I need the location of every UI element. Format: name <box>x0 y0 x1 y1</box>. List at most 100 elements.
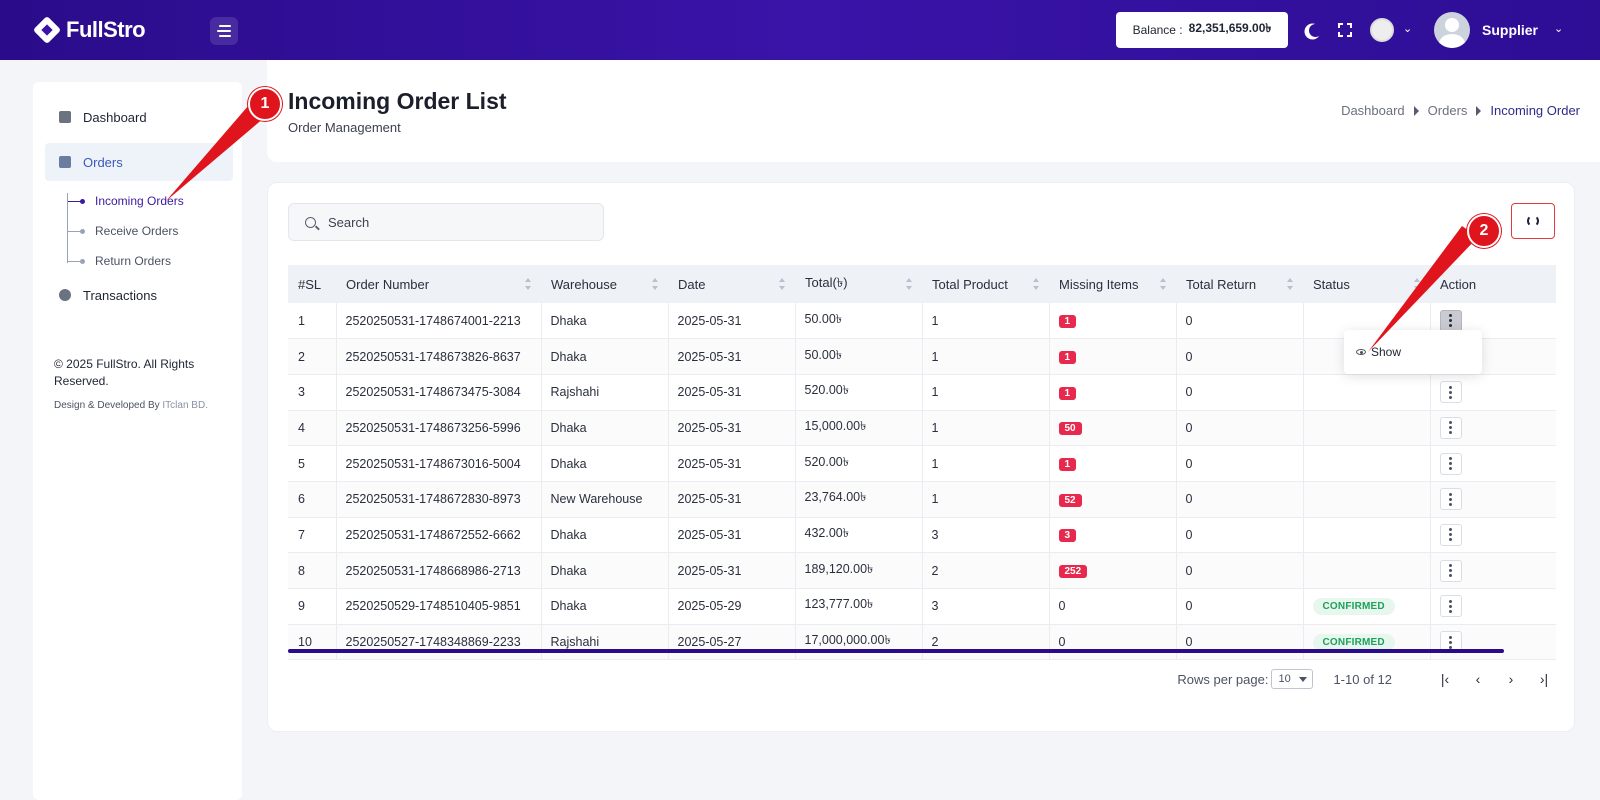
breadcrumb-dashboard[interactable]: Dashboard <box>1341 103 1405 118</box>
date-cell: 2025-05-31 <box>667 374 795 411</box>
total-return-cell-text: 0 <box>1185 599 1193 614</box>
total-cell: 123,777.00৳ <box>794 588 922 625</box>
sidebar-item-transactions[interactable]: Transactions <box>45 276 233 314</box>
last-page-icon[interactable]: ›| <box>1539 671 1549 687</box>
sort-icon[interactable] <box>1033 278 1039 290</box>
total-return-cell: 0 <box>1175 624 1303 661</box>
table-row: 6 2520250531-1748672830-8973 New Warehouse… <box>288 481 1556 518</box>
horizontal-scrollbar[interactable] <box>288 649 1504 653</box>
missing-items-cell: 3 <box>1048 517 1176 554</box>
warehouse-cell: New Warehouse <box>540 481 668 518</box>
sort-icon[interactable] <box>1160 278 1166 290</box>
user-name[interactable]: Supplier <box>1482 22 1539 38</box>
sort-icon[interactable] <box>779 278 785 290</box>
logo[interactable]: FullStro <box>32 15 146 45</box>
refresh-button[interactable] <box>1511 203 1555 239</box>
prev-page-icon[interactable]: ‹ <box>1475 671 1481 687</box>
search-input[interactable] <box>328 214 578 230</box>
column-header[interactable]: Total Product <box>922 265 1049 303</box>
menu-icon[interactable] <box>210 17 238 45</box>
more-actions-icon[interactable] <box>1439 559 1462 582</box>
fullscreen-icon[interactable] <box>1335 20 1355 40</box>
sidebar-item-orders[interactable]: Orders <box>45 143 233 181</box>
date-cell: 2025-05-31 <box>667 338 795 375</box>
rows-per-page-select[interactable]: 10 <box>1271 669 1314 689</box>
column-header[interactable]: Action <box>1430 265 1556 303</box>
logo-mark-icon <box>32 15 62 45</box>
sort-icon[interactable] <box>652 278 658 290</box>
sidebar-subitem-return-orders[interactable]: Return Orders <box>67 251 171 271</box>
top-bar: FullStro Balance : 82,351,659.00৳ ⌄ Supp… <box>0 0 1600 60</box>
action-cell <box>1429 374 1556 411</box>
logo-text: FullStro <box>66 17 146 42</box>
warehouse-cell-text: Dhaka <box>550 456 587 471</box>
sl-cell-text: 1 <box>298 313 305 328</box>
total-product-cell-text: 3 <box>931 599 939 614</box>
avatar[interactable] <box>1434 12 1470 48</box>
credits-brand-link[interactable]: ITclan BD. <box>162 400 208 411</box>
balance-label: Balance : <box>1132 23 1183 37</box>
language-flag-icon[interactable] <box>1370 18 1394 42</box>
warehouse-cell: Dhaka <box>540 410 668 447</box>
column-header[interactable]: #SL <box>288 265 336 303</box>
order-number-cell-text: 2520250531-1748673475-3084 <box>345 385 521 400</box>
missing-items-badge: 52 <box>1058 493 1082 507</box>
sort-icon[interactable] <box>1287 278 1293 290</box>
more-actions-icon[interactable] <box>1439 452 1462 475</box>
warehouse-cell: Dhaka <box>540 338 668 375</box>
breadcrumb: Dashboard Orders Incoming Order <box>1341 103 1580 118</box>
column-header[interactable]: Missing Items <box>1049 265 1176 303</box>
warehouse-cell-text: Dhaka <box>550 527 587 542</box>
total-cell-text: 50.00৳ <box>804 347 843 362</box>
column-header[interactable]: Total Return <box>1176 265 1303 303</box>
missing-items-badge: 252 <box>1058 565 1088 579</box>
more-actions-icon[interactable] <box>1439 488 1462 511</box>
sl-cell-text: 9 <box>298 599 305 614</box>
total-product-cell-text: 1 <box>931 420 939 435</box>
balance-value: 82,351,659.00৳ <box>1188 21 1272 35</box>
column-header[interactable]: Warehouse <box>541 265 668 303</box>
missing-items-cell: 1 <box>1048 374 1176 411</box>
first-page-icon[interactable]: |‹ <box>1440 671 1450 687</box>
next-page-icon[interactable]: › <box>1508 671 1514 687</box>
total-product-cell: 2 <box>921 624 1049 661</box>
warehouse-cell-text: Dhaka <box>550 599 587 614</box>
column-header-label: Total Return <box>1186 276 1257 292</box>
column-header[interactable]: Order Number <box>336 265 541 303</box>
sort-icon[interactable] <box>1414 278 1420 290</box>
total-return-cell-text: 0 <box>1185 456 1193 471</box>
moon-icon[interactable] <box>1302 20 1322 40</box>
sidebar-subitem-incoming-orders[interactable]: Incoming Orders <box>67 191 184 211</box>
sort-icon[interactable] <box>906 278 912 290</box>
sidebar-item-dashboard[interactable]: Dashboard <box>45 98 233 136</box>
table-row: 5 2520250531-1748673016-5004 Dhaka 2025-05-… <box>288 445 1556 482</box>
sl-cell: 9 <box>288 588 336 625</box>
more-actions-icon[interactable] <box>1439 523 1462 546</box>
more-actions-icon[interactable] <box>1439 381 1462 404</box>
sl-cell-text: 3 <box>298 385 305 400</box>
warehouse-cell-text: Rajshahi <box>550 635 600 650</box>
status-badge: CONFIRMED <box>1312 633 1395 651</box>
more-actions-icon[interactable] <box>1439 309 1462 332</box>
column-header[interactable]: Total(৳) <box>795 265 922 303</box>
more-actions-icon[interactable] <box>1439 416 1462 439</box>
date-cell: 2025-05-31 <box>667 517 795 554</box>
missing-items-cell: 52 <box>1048 481 1176 518</box>
total-cell: 15,000.00৳ <box>794 410 922 447</box>
status-cell <box>1302 552 1430 589</box>
order-number-cell: 2520250529-1748510405-9851 <box>335 588 541 625</box>
column-header[interactable]: Date <box>668 265 795 303</box>
date-cell-text: 2025-05-31 <box>677 456 742 471</box>
chevron-down-icon[interactable]: ⌄ <box>1403 23 1413 35</box>
sidebar-subitem-receive-orders[interactable]: Receive Orders <box>67 221 178 241</box>
sort-icon[interactable] <box>525 278 531 290</box>
more-actions-icon[interactable] <box>1439 595 1462 618</box>
column-header[interactable]: Status <box>1303 265 1430 303</box>
sl-cell-text: 2 <box>298 349 305 364</box>
total-return-cell: 0 <box>1175 517 1303 554</box>
show-menu-item[interactable]: Show <box>1356 345 1401 359</box>
chevron-down-icon[interactable]: ⌄ <box>1554 23 1564 35</box>
total-cell: 189,120.00৳ <box>794 552 922 589</box>
order-number-cell: 2520250531-1748672830-8973 <box>335 481 541 518</box>
breadcrumb-orders[interactable]: Orders <box>1427 103 1468 118</box>
